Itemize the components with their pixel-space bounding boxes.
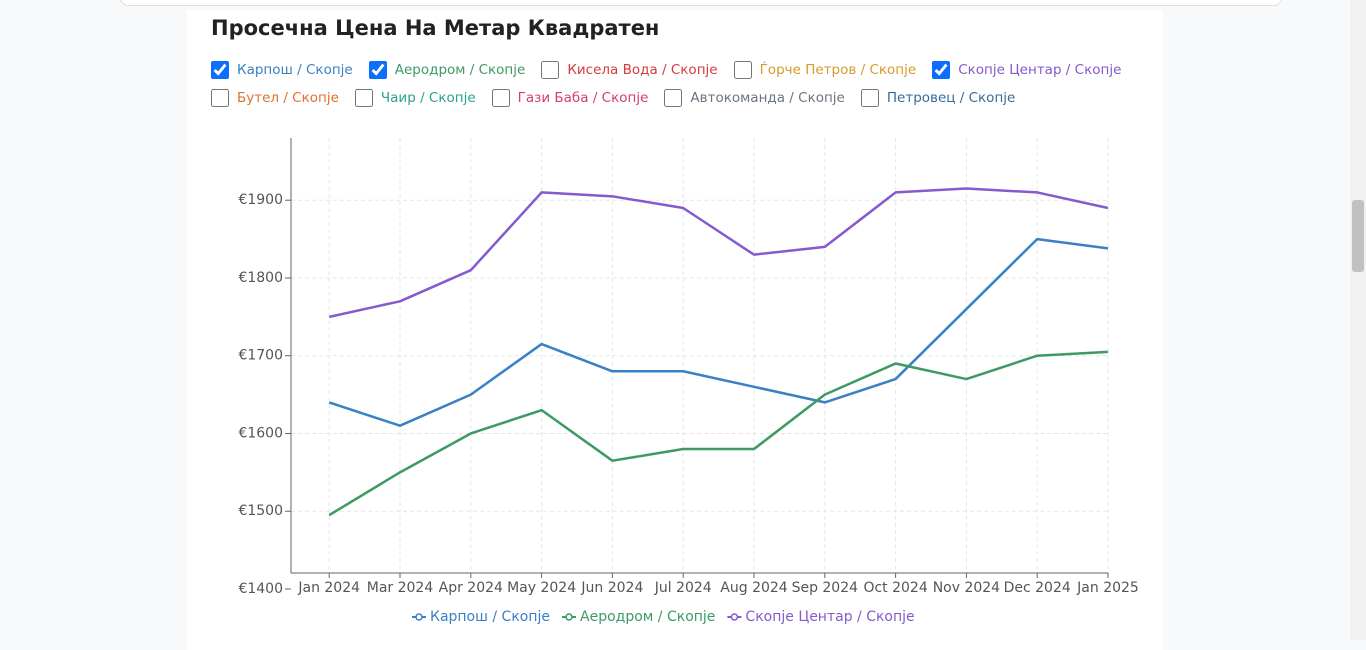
checkbox[interactable] xyxy=(491,89,510,107)
x-tick-label: Apr 2024 xyxy=(439,580,503,596)
x-tick-label: Nov 2024 xyxy=(933,580,1000,596)
checkbox[interactable] xyxy=(541,61,560,79)
y-tick-label: €1600 xyxy=(238,425,283,441)
checkbox[interactable] xyxy=(354,89,373,107)
filter[interactable]: Ѓорче Петров / Скопје xyxy=(733,60,917,80)
filter[interactable]: Петровец / Скопје xyxy=(860,88,1016,108)
filters: Карпош / Скопје Аеродром / Скопје Кисела В… xyxy=(211,60,1141,108)
y-tick-label: €1400 xyxy=(238,581,283,597)
scroll-thumb[interactable] xyxy=(1352,200,1364,272)
filter-label: Бутел / Скопје xyxy=(237,90,339,106)
checkbox[interactable] xyxy=(211,89,229,107)
legend-marker xyxy=(415,613,423,621)
x-tick-label: Jan 2025 xyxy=(1076,580,1139,596)
checkbox[interactable] xyxy=(733,61,752,79)
x-tick-label: Jan 2024 xyxy=(297,580,360,596)
legend-label: Скопје Центар / Скопје xyxy=(745,609,914,625)
x-tick-label: Jul 2024 xyxy=(654,580,712,596)
filter-label: Кисела Вода / Скопје xyxy=(567,62,718,78)
checkbox[interactable] xyxy=(368,61,387,79)
legend-label: Аеродром / Скопје xyxy=(580,609,715,625)
filter[interactable]: Гази Баба / Скопје xyxy=(491,88,649,108)
filter[interactable]: Аеродром / Скопје xyxy=(368,60,526,80)
filter-label: Скопје Центар / Скопје xyxy=(958,62,1122,78)
x-tick-label: Jun 2024 xyxy=(580,580,643,596)
x-tick-label: Aug 2024 xyxy=(720,580,788,596)
x-tick-label: Sep 2024 xyxy=(792,580,859,596)
legend: Карпош / Скопје Аеродром / Скопје Скопје Ц… xyxy=(412,609,915,625)
y-tick-label: €1900 xyxy=(238,192,283,208)
filter-label: Гази Баба / Скопје xyxy=(517,90,649,106)
filter[interactable]: Чаир / Скопје xyxy=(354,88,476,108)
x-tick-label: Mar 2024 xyxy=(367,580,434,596)
filter[interactable]: Бутел / Скопје xyxy=(211,88,339,108)
card: Просечна Цена На Метар Квадратен Карпош … xyxy=(187,10,1163,650)
legend-marker xyxy=(730,613,739,621)
x-tick-label: Dec 2024 xyxy=(1004,580,1071,596)
y-tick-label: €1800 xyxy=(238,270,283,286)
chart: €1400 €1500 €1600 €1700 €1800 €1900 Jan 2024 Ma… xyxy=(238,138,1139,625)
filter-label: Карпош / Скопје xyxy=(237,62,353,78)
y-tick-label: €1700 xyxy=(238,348,283,364)
filter-label: Чаир / Скопје xyxy=(380,90,476,106)
filter[interactable]: Кисела Вода / Скопје xyxy=(541,60,718,80)
y-tick-label: €1500 xyxy=(238,503,283,519)
checkbox[interactable] xyxy=(860,89,879,107)
legend-label: Карпош / Скопје xyxy=(430,609,550,625)
scrollbar[interactable] xyxy=(1350,0,1366,640)
filter-label: Автокоманда / Скопје xyxy=(690,90,845,106)
x-tick-label: May 2024 xyxy=(507,580,576,596)
line xyxy=(328,187,1109,319)
filter[interactable]: Скопје Центар / Скопје xyxy=(932,60,1121,80)
filter-label: Ѓорче Петров / Скопје xyxy=(759,62,917,78)
line xyxy=(328,237,1109,427)
title: Просечна Цена На Метар Квадратен xyxy=(211,16,660,40)
checkbox[interactable] xyxy=(664,89,683,107)
filter-label: Петровец / Скопје xyxy=(886,90,1016,106)
filter[interactable]: Автокоманда / Скопје xyxy=(664,88,845,108)
filter[interactable]: Карпош / Скопје xyxy=(211,60,353,80)
legend-marker xyxy=(565,613,573,621)
checkbox[interactable] xyxy=(932,61,951,79)
x-tick-label: Oct 2024 xyxy=(863,580,927,596)
filter-label: Аеродром / Скопје xyxy=(394,62,526,78)
checkbox[interactable] xyxy=(211,61,229,79)
line xyxy=(328,350,1109,517)
